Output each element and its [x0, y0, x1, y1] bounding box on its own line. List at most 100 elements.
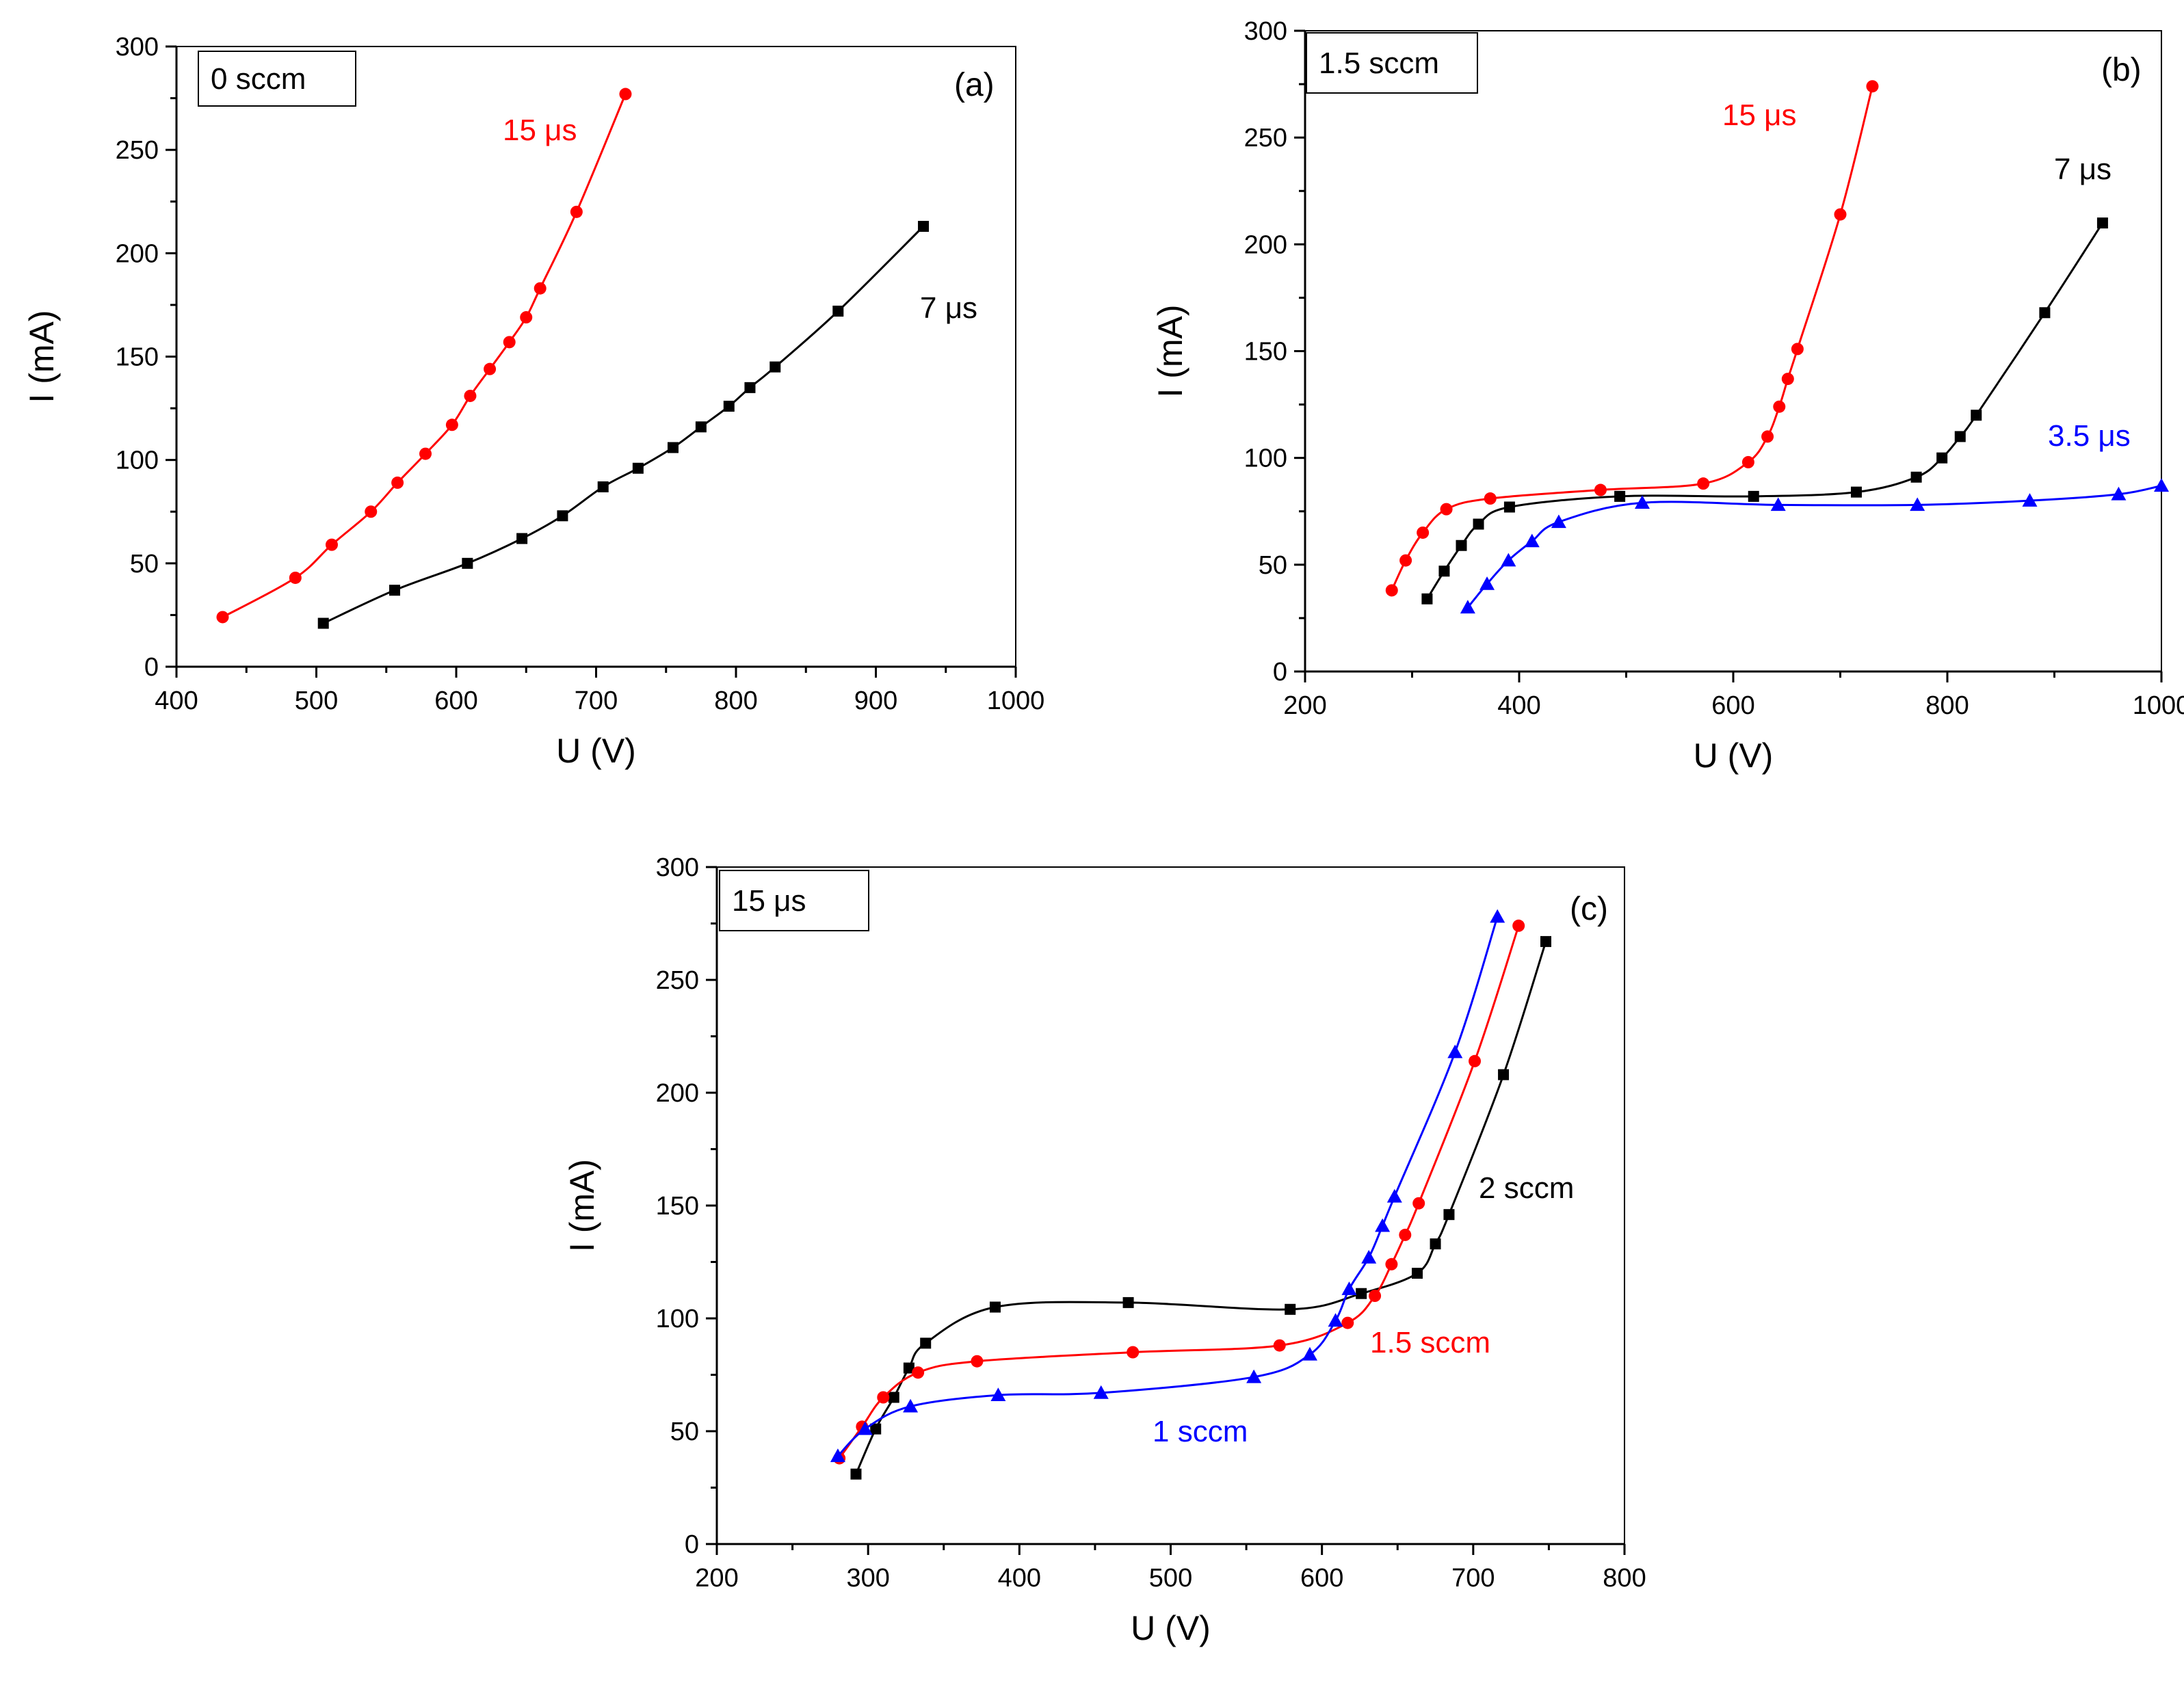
panel-label: (c) — [1570, 891, 1608, 927]
data-point — [1399, 554, 1412, 567]
y-tick-label: 0 — [685, 1530, 699, 1559]
y-tick-label: 250 — [656, 966, 699, 995]
y-axis-label: I (mA) — [23, 310, 61, 403]
data-point — [2039, 307, 2051, 319]
series-label: 3.5 μs — [2048, 419, 2131, 453]
condition-label: 15 μs — [732, 884, 806, 918]
data-point — [1430, 1238, 1441, 1250]
data-point — [1447, 1044, 1463, 1059]
series-line — [1466, 484, 2162, 609]
data-point — [1479, 576, 1495, 590]
data-point — [391, 476, 404, 489]
y-axis-label: I (mA) — [1151, 304, 1189, 397]
data-point — [1443, 1209, 1455, 1221]
data-point — [1412, 1268, 1423, 1279]
series-label: 7 μs — [920, 291, 977, 325]
data-point — [419, 447, 432, 460]
data-point — [1093, 1385, 1109, 1399]
chart-panel-c: 200 300 400 500 600 700 800 0 50 100 150 200 250 300 U… — [563, 853, 1646, 1647]
y-tick-label: 250 — [1244, 124, 1287, 152]
condition-box — [1306, 32, 1478, 94]
data-point — [1634, 495, 1650, 509]
data-point — [1473, 518, 1484, 530]
series-line — [1391, 85, 1873, 591]
data-point — [1954, 431, 1966, 442]
data-point — [695, 421, 707, 433]
data-point — [1761, 430, 1774, 443]
x-tick-label: 700 — [1451, 1564, 1495, 1593]
x-tick-label: 600 — [1711, 691, 1754, 720]
data-point — [1781, 373, 1794, 386]
data-point — [1273, 1339, 1286, 1352]
data-point — [1697, 477, 1710, 490]
chart-panel-a: 400 500 600 700 800 900 1000 0 50 100 150 200 250 300… — [23, 33, 1044, 770]
series-3.5-μs: 3.5 μs — [1460, 419, 2169, 614]
series-15-μs: 15 μs — [1385, 80, 1879, 597]
y-tick-label: 0 — [144, 653, 159, 682]
data-point — [989, 1301, 1001, 1313]
data-point — [1866, 80, 1879, 93]
y-tick-label: 200 — [1244, 230, 1287, 259]
y-tick-label: 50 — [670, 1418, 699, 1446]
x-tick-label: 1000 — [987, 687, 1045, 715]
x-axis-label: U (V) — [556, 732, 636, 770]
y-tick-label: 300 — [656, 853, 699, 882]
data-point — [289, 571, 302, 584]
series-line — [837, 916, 1499, 1457]
series-label: 15 μs — [1722, 98, 1797, 132]
x-tick-label: 300 — [846, 1564, 889, 1593]
data-point — [1356, 1288, 1367, 1299]
data-point — [1490, 909, 1505, 923]
condition-box — [198, 51, 356, 107]
data-point — [1741, 455, 1754, 468]
series-line — [855, 941, 1547, 1475]
condition-label: 1.5 sccm — [1319, 46, 1439, 80]
data-point — [1936, 452, 1948, 464]
data-point — [2096, 217, 2108, 229]
y-tick-label: 150 — [116, 343, 159, 372]
data-point — [389, 585, 401, 596]
data-point — [1399, 1228, 1412, 1241]
x-tick-label: 500 — [295, 687, 338, 715]
data-point — [1770, 497, 1786, 511]
data-point — [1438, 566, 1450, 577]
data-point — [503, 336, 516, 349]
data-point — [1440, 503, 1453, 516]
data-point — [723, 401, 735, 412]
y-tick-label: 150 — [656, 1192, 699, 1221]
data-point — [1551, 514, 1566, 529]
data-point — [830, 1448, 845, 1463]
x-tick-label: 800 — [1603, 1564, 1646, 1593]
data-point — [1834, 208, 1847, 221]
data-point — [918, 221, 930, 232]
y-tick-label: 50 — [130, 550, 159, 578]
data-point — [888, 1392, 899, 1403]
data-point — [832, 305, 844, 317]
panel-label: (a) — [954, 67, 995, 103]
data-point — [2154, 478, 2169, 492]
data-point — [1503, 501, 1515, 513]
x-tick-label: 500 — [1149, 1564, 1192, 1593]
data-point — [484, 362, 497, 375]
data-point — [516, 533, 528, 544]
data-point — [903, 1362, 915, 1374]
series-line — [323, 225, 925, 624]
data-point — [1910, 497, 1925, 511]
data-point — [1540, 935, 1551, 947]
data-point — [667, 442, 679, 453]
data-point — [1246, 1369, 1262, 1383]
x-tick-label: 600 — [1300, 1564, 1343, 1593]
data-point — [1421, 593, 1433, 604]
data-point — [1910, 471, 1922, 483]
data-point — [317, 617, 329, 629]
data-point — [920, 1338, 932, 1349]
data-point — [464, 389, 477, 402]
x-tick-label: 1000 — [2133, 691, 2184, 720]
y-tick-label: 150 — [1244, 338, 1287, 367]
series-7-μs: 7 μs — [1421, 152, 2111, 604]
data-point — [877, 1391, 890, 1404]
data-point — [912, 1366, 925, 1379]
data-point — [870, 1423, 882, 1435]
series-7-μs: 7 μs — [317, 221, 977, 629]
x-tick-label: 200 — [1283, 691, 1326, 720]
